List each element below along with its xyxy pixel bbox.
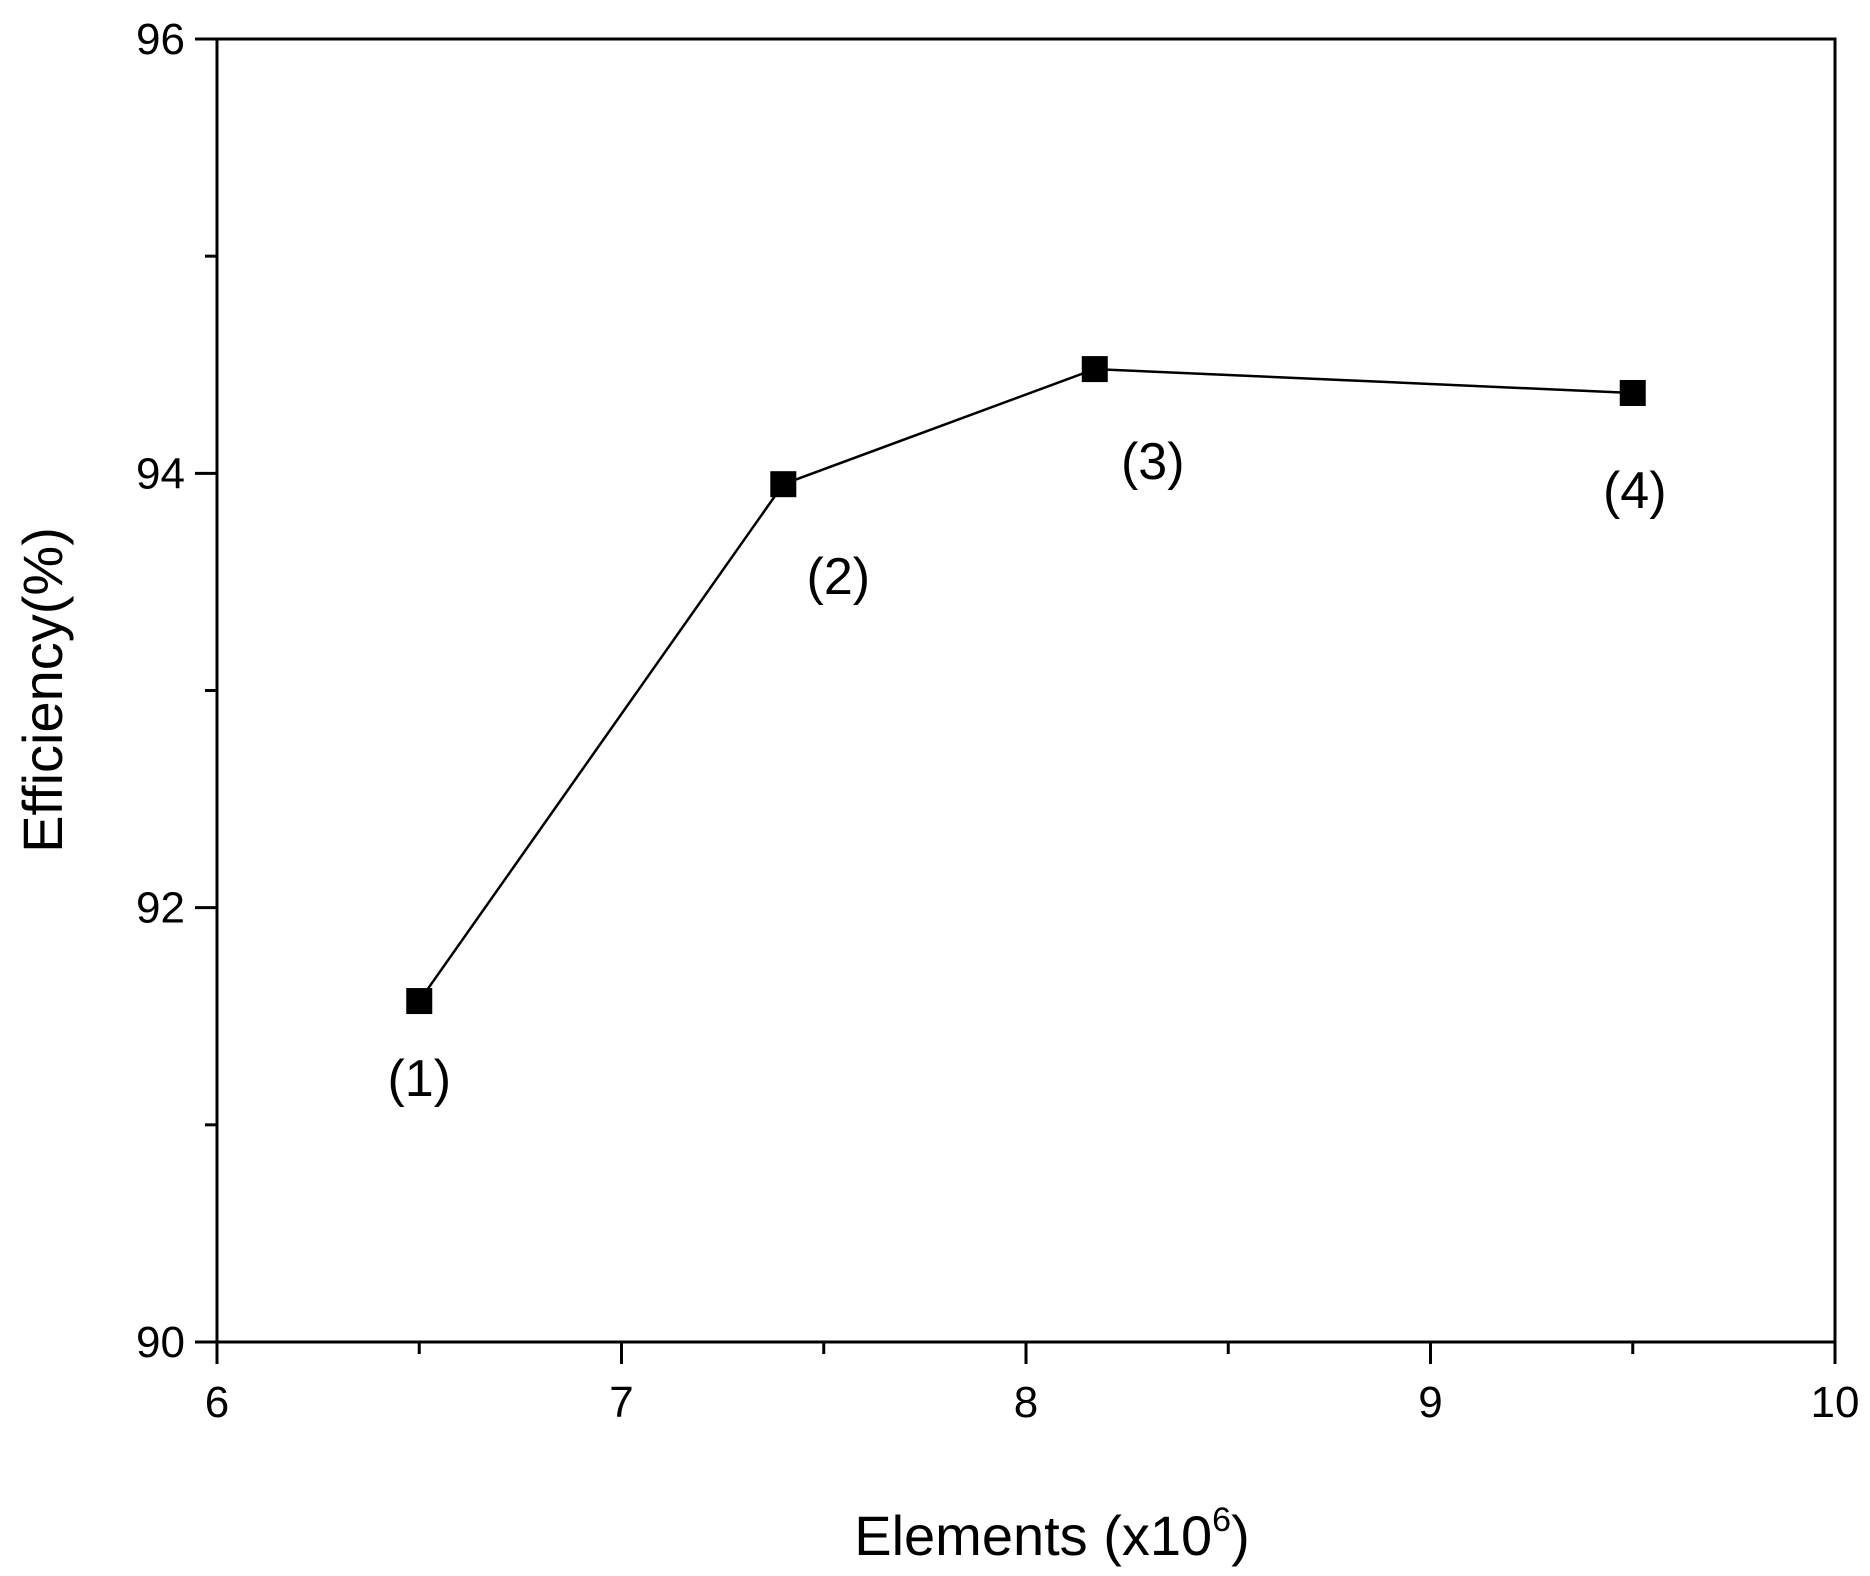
data-point-label: (2) <box>807 548 871 606</box>
tick-labels: 6 7 8 9 10 90 92 94 96 <box>136 15 1859 1427</box>
y-tick-label: 90 <box>136 1318 185 1367</box>
x-axis-title-close: ) <box>1231 1504 1250 1567</box>
point-labels: (1) (2) (3) (4) <box>387 433 1666 1108</box>
data-point-label: (3) <box>1121 433 1185 491</box>
x-axis-title: Elements (x106) <box>854 1501 1250 1567</box>
y-tick-label: 96 <box>136 15 185 64</box>
x-tick-label: 7 <box>609 1378 633 1427</box>
x-axis-title-main: Elements (x10 <box>854 1504 1212 1567</box>
y-axis-title: Efficiency(%) <box>11 527 74 853</box>
data-point-marker <box>406 988 433 1015</box>
x-tick-label: 8 <box>1014 1378 1038 1427</box>
data-point-label: (4) <box>1603 462 1667 520</box>
data-point-marker <box>1081 356 1108 383</box>
x-axis-title-superscript: 6 <box>1212 1501 1231 1539</box>
y-tick-label: 94 <box>136 449 185 498</box>
data-point-label: (1) <box>387 1050 451 1108</box>
data-point-marker <box>1619 379 1646 406</box>
series-line <box>418 367 1633 1002</box>
x-tick-label: 9 <box>1418 1378 1442 1427</box>
plot-frame-rect <box>215 37 1837 1344</box>
x-tick-label: 6 <box>205 1378 229 1427</box>
data-series <box>406 356 1646 1015</box>
y-tick-label: 92 <box>136 884 185 933</box>
data-point-marker <box>770 471 797 498</box>
x-tick-label: 10 <box>1811 1378 1860 1427</box>
axis-ticks <box>195 37 1837 1364</box>
plot-frame <box>215 37 1837 1344</box>
